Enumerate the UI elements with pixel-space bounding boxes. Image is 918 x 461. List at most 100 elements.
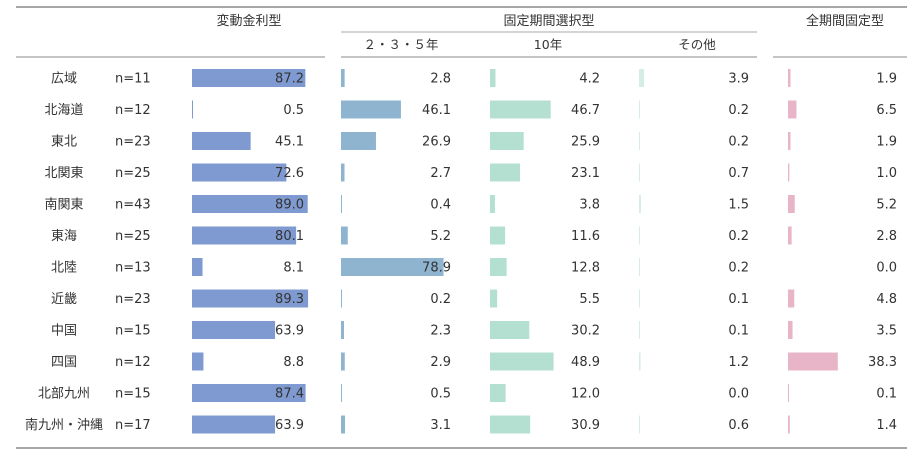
table-row: 四国 n=12 8.8 2.9 48.9 1.2 38.3 (51, 352, 897, 371)
bar-variable (192, 384, 306, 402)
value-label-fixed-2-3-5: 2.3 (430, 324, 451, 339)
region-label: 中国 (51, 324, 77, 339)
sample-size-label: n=15 (115, 387, 151, 402)
value-label-variable: 8.8 (283, 355, 304, 370)
bar-full-fixed (788, 384, 789, 402)
bar-fixed-2-3-5 (341, 69, 345, 87)
bar-full-fixed (788, 226, 792, 245)
value-label-variable: 87.2 (275, 72, 304, 87)
region-label: 南関東 (44, 197, 83, 213)
bar-other (639, 321, 640, 339)
value-label-other: 0.2 (728, 229, 749, 244)
table-row: 南関東 n=43 89.0 0.4 3.8 1.5 5.2 (44, 195, 897, 213)
bar-fixed-2-3-5 (341, 415, 346, 434)
sample-size-label: n=43 (115, 198, 151, 213)
value-label-full-fixed: 1.4 (876, 418, 897, 433)
region-label: 四国 (51, 355, 77, 370)
sample-size-label: n=23 (115, 292, 151, 307)
bar-fixed-2-3-5 (341, 352, 345, 371)
region-label: 南九州・沖縄 (25, 417, 103, 433)
bar-variable (192, 100, 193, 119)
region-label: 北部九州 (38, 387, 90, 402)
bar-fixed-10 (490, 132, 524, 150)
value-label-full-fixed: 4.8 (876, 292, 897, 307)
value-label-fixed-10: 12.0 (571, 387, 600, 402)
region-label: 広域 (51, 72, 77, 87)
value-label-other: 0.1 (728, 292, 749, 307)
value-label-other: 0.2 (728, 103, 749, 118)
value-label-full-fixed: 5.2 (876, 198, 897, 213)
value-label-other: 0.6 (728, 418, 749, 433)
bar-full-fixed (788, 415, 790, 434)
bar-variable (192, 226, 297, 245)
value-label-other: 0.2 (728, 261, 749, 276)
bar-variable (192, 321, 276, 339)
value-label-fixed-2-3-5: 2.9 (430, 355, 451, 370)
value-label-full-fixed: 1.9 (876, 135, 897, 150)
value-label-full-fixed: 1.0 (876, 166, 897, 181)
bar-variable (192, 258, 203, 276)
bar-variable (192, 163, 287, 182)
value-label-variable: 89.3 (275, 292, 304, 307)
value-label-full-fixed: 6.5 (876, 103, 897, 118)
bar-variable (192, 69, 306, 87)
value-label-full-fixed: 1.9 (876, 72, 897, 87)
bar-full-fixed (788, 352, 838, 371)
bar-variable (192, 415, 276, 434)
value-label-fixed-2-3-5: 2.8 (430, 72, 451, 87)
bar-variable (192, 352, 204, 371)
sample-size-label: n=12 (115, 103, 151, 118)
region-label: 東北 (51, 134, 77, 150)
bar-fixed-10 (490, 226, 506, 245)
bar-other (639, 163, 640, 182)
bar-other (639, 69, 645, 87)
table-row: 広域 n=11 87.2 2.8 4.2 3.9 1.9 (51, 69, 897, 87)
value-label-fixed-10: 48.9 (571, 355, 600, 370)
value-label-fixed-2-3-5: 0.4 (430, 198, 451, 213)
value-label-variable: 87.4 (275, 387, 304, 402)
value-label-variable: 45.1 (275, 135, 304, 150)
value-label-fixed-2-3-5: 2.7 (430, 166, 451, 181)
bar-fixed-10 (490, 100, 551, 119)
value-label-variable: 8.1 (283, 261, 304, 276)
table-row: 北部九州 n=15 87.4 0.5 12.0 0.0 0.1 (38, 384, 897, 402)
bar-fixed-10 (490, 352, 554, 371)
value-label-full-fixed: 3.5 (876, 324, 897, 339)
bar-fixed-2-3-5 (341, 132, 376, 150)
bar-fixed-10 (490, 258, 507, 276)
table-row: 北海道 n=12 0.5 46.1 46.7 0.2 6.5 (44, 100, 897, 119)
sample-size-label: n=15 (115, 324, 151, 339)
bar-other (639, 195, 641, 213)
value-label-full-fixed: 0.1 (876, 387, 897, 402)
table-row: 北関東 n=25 72.6 2.7 23.1 0.7 1.0 (44, 163, 897, 182)
value-label-other: 0.2 (728, 135, 749, 150)
value-label-fixed-2-3-5: 3.1 (430, 418, 451, 433)
sample-size-label: n=25 (115, 166, 151, 181)
sample-size-label: n=11 (115, 72, 151, 87)
sample-size-label: n=23 (115, 135, 151, 150)
value-label-fixed-10: 12.8 (571, 261, 600, 276)
bar-fixed-2-3-5 (341, 100, 401, 119)
value-label-fixed-10: 11.6 (571, 229, 600, 244)
table-row: 中国 n=15 63.9 2.3 30.2 0.1 3.5 (51, 321, 897, 339)
bar-fixed-2-3-5 (341, 258, 444, 276)
value-label-other: 0.1 (728, 324, 749, 339)
bar-fixed-2-3-5 (341, 289, 342, 308)
region-label: 東海 (51, 228, 77, 244)
sample-size-label: n=25 (115, 229, 151, 244)
value-label-fixed-10: 30.2 (571, 324, 600, 339)
subheader-2-3-5-year: ２・３・５年 (363, 37, 438, 52)
value-label-fixed-2-3-5: 26.9 (422, 135, 451, 150)
bar-other (639, 226, 640, 245)
region-label: 近畿 (51, 292, 77, 307)
subheader-other: その他 (678, 37, 716, 52)
value-label-fixed-10: 5.5 (579, 292, 600, 307)
bar-other (639, 289, 640, 308)
table-row: 近畿 n=23 89.3 0.2 5.5 0.1 4.8 (51, 289, 897, 308)
bar-full-fixed (788, 163, 790, 182)
bar-full-fixed (788, 100, 797, 119)
sample-size-label: n=12 (115, 355, 151, 370)
value-label-full-fixed: 2.8 (876, 229, 897, 244)
bar-other (639, 258, 640, 276)
